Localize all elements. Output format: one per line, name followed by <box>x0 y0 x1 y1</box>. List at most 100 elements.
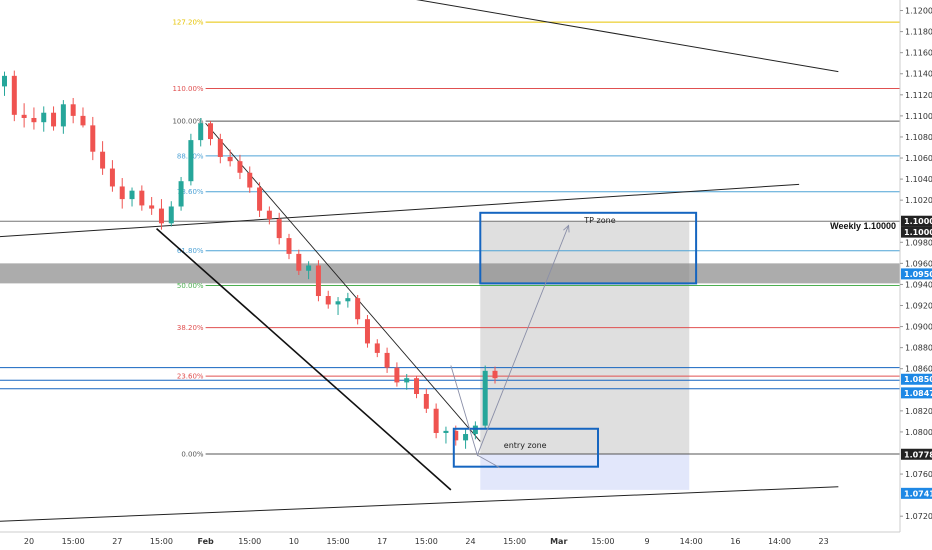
candle-body <box>355 298 361 320</box>
zones-layer <box>0 221 900 490</box>
candle-body <box>433 408 439 433</box>
fib-level-label: 110.00% <box>172 85 203 93</box>
price-tick-label: 1.11600 <box>905 49 932 58</box>
candle-body <box>237 161 243 173</box>
price-tick-label: 1.09000 <box>905 323 932 332</box>
candle-body <box>384 352 390 368</box>
price-axis[interactable]: 1.12000 1.11800 1.11600 1.11400 1.11200 1.110… <box>899 0 932 532</box>
tp-zone-label: TP zone <box>583 216 615 225</box>
time-tick-label: 15:00 <box>327 537 350 546</box>
candle-body <box>217 139 223 157</box>
candle-body <box>168 206 174 224</box>
projection-arrow-head <box>563 224 570 233</box>
candle-body <box>325 296 331 305</box>
candle-body <box>482 370 488 426</box>
candle-body <box>227 156 233 162</box>
fib-level-label: 0.00% <box>181 451 204 459</box>
projection-tail <box>477 454 501 469</box>
candle-body <box>472 425 478 435</box>
candle-body <box>276 219 282 239</box>
time-tick-label: 10 <box>289 537 299 546</box>
time-tick-label: 17 <box>377 537 387 546</box>
candle-body <box>404 378 410 383</box>
price-badge-label: 1.09500 <box>904 270 932 279</box>
price-badge-label: 1.08475 <box>904 389 932 398</box>
price-tick-label: 1.08800 <box>905 344 932 353</box>
candle-body <box>208 123 214 140</box>
time-tick-label: 24 <box>465 537 475 546</box>
price-badge-label: 1.10001 <box>904 228 932 237</box>
candle-body <box>374 343 380 353</box>
time-tick-label: Feb <box>197 537 214 546</box>
candle-body <box>178 181 184 207</box>
price-tick-label: 1.09800 <box>905 238 932 247</box>
trendline <box>156 228 452 491</box>
time-tick-label: 20 <box>24 537 34 546</box>
price-badge <box>901 373 932 385</box>
price-tick-label: 1.12000 <box>905 7 932 16</box>
price-tick-label: 1.09200 <box>905 302 932 311</box>
candle-body <box>315 265 321 297</box>
candle-body <box>188 140 194 182</box>
candle-body <box>21 114 27 118</box>
price-tick-label: 1.11400 <box>905 70 932 79</box>
candle-body <box>394 367 400 383</box>
price-tick-label: 1.10400 <box>905 175 932 184</box>
candle-body <box>139 190 145 206</box>
time-tick-label: 15:00 <box>238 537 261 546</box>
time-tick-label: 15:00 <box>503 537 526 546</box>
candle-body <box>11 75 17 115</box>
price-badge-label: 1.08500 <box>904 375 932 384</box>
candle-body <box>296 253 302 271</box>
candle-body <box>90 125 96 152</box>
candle-body <box>31 117 37 123</box>
time-axis[interactable]: 20 15:00 27 15:00 Feb 15:00 10 15:00 17 15:00 24 15… <box>0 531 900 546</box>
stop-area <box>480 454 690 490</box>
candle-body <box>2 75 7 87</box>
time-tick-label: 14:00 <box>768 537 791 546</box>
candle-body <box>364 319 370 344</box>
candle-body <box>443 430 449 433</box>
candle-body <box>335 301 341 305</box>
candle-body <box>463 434 469 441</box>
price-tick-label: 1.09400 <box>905 280 932 289</box>
price-tick-label: 1.10600 <box>905 154 932 163</box>
weekly-level-label: Weekly 1.10000 <box>830 221 896 231</box>
time-tick-label: 15:00 <box>62 537 85 546</box>
candle-body <box>119 186 125 200</box>
candle-body <box>109 168 115 187</box>
candle-body <box>492 370 498 379</box>
candle-body <box>198 123 204 141</box>
trendline <box>0 486 839 522</box>
entry-zone-label: entry zone <box>504 441 547 450</box>
candle-body <box>286 238 292 254</box>
tp-zone-box <box>479 211 698 285</box>
price-badge-label: 1.07417 <box>904 489 932 498</box>
trendline <box>0 183 800 238</box>
price-tick-label: 1.10800 <box>905 133 932 142</box>
candle-body <box>257 187 263 211</box>
price-badge <box>901 215 932 227</box>
price-badge <box>901 268 932 280</box>
price-tick-label: 1.11000 <box>905 112 932 121</box>
fib-level-label: 78.60% <box>177 188 204 196</box>
candle-body <box>129 190 135 200</box>
time-tick-label: 14:00 <box>680 537 703 546</box>
price-badge <box>901 487 932 499</box>
fib-level-label: 100.00% <box>172 118 203 126</box>
price-tick-label: 1.10200 <box>905 196 932 205</box>
time-tick-label: 15:00 <box>415 537 438 546</box>
candle-body <box>414 378 420 394</box>
fib-level-label: 127.20% <box>172 19 203 27</box>
price-badge-label: 1.10000 <box>904 217 932 226</box>
candle-body <box>70 104 76 116</box>
target-area <box>480 221 690 455</box>
price-tick-label: 1.11800 <box>905 28 932 37</box>
candle-body <box>423 393 429 409</box>
candle-body <box>41 112 47 123</box>
price-tick-label: 1.09600 <box>905 259 932 268</box>
time-tick-label: 15:00 <box>591 537 614 546</box>
candles-layer <box>2 70 498 449</box>
candle-body <box>149 205 155 209</box>
